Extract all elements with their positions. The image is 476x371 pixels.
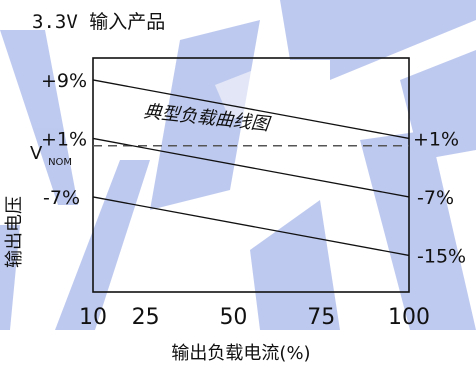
- chart-title: 3.3V 输入产品: [32, 11, 165, 33]
- plot-frame: [92, 57, 410, 293]
- y-tick-right-1: +1%: [413, 128, 459, 150]
- vnom-label-main: V: [30, 143, 43, 164]
- y-tick-right-2: -7%: [417, 187, 454, 209]
- y-tick-left-2: +1%: [41, 128, 87, 150]
- y-tick-left-3: -7%: [43, 187, 80, 209]
- vnom-label-sub: NOM: [48, 157, 72, 168]
- x-tick-100: 100: [388, 305, 430, 330]
- series-line-2: [92, 137, 410, 198]
- x-tick-75: 75: [307, 305, 335, 330]
- vnom-label: V NOM: [30, 143, 72, 168]
- series-line-1: [92, 79, 410, 140]
- y-tick-right-3: -15%: [417, 245, 466, 267]
- watermark: [0, 0, 476, 330]
- x-tick-25: 25: [132, 305, 160, 330]
- x-axis-label: 输出负载电流(%): [171, 343, 310, 364]
- y-axis-label: 输出电压: [4, 196, 25, 268]
- x-tick-10: 10: [79, 305, 107, 330]
- series-line-3: [92, 196, 410, 257]
- x-tick-50: 50: [219, 305, 247, 330]
- y-tick-left-1: +9%: [41, 70, 87, 92]
